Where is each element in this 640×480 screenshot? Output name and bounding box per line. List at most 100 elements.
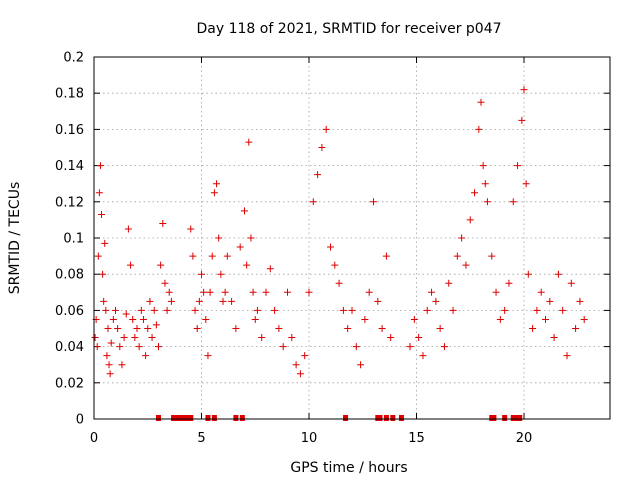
data-point xyxy=(206,288,214,296)
data-point xyxy=(159,220,167,228)
data-point xyxy=(279,343,287,351)
data-point xyxy=(514,162,522,170)
data-point xyxy=(135,343,143,351)
y-tick-label: 0.14 xyxy=(55,159,84,174)
data-point xyxy=(483,198,491,206)
data-point xyxy=(249,288,257,296)
data-point xyxy=(210,189,218,197)
data-point xyxy=(124,225,132,233)
data-point xyxy=(335,279,343,287)
data-point xyxy=(275,325,283,332)
data-point xyxy=(104,325,112,332)
data-point xyxy=(155,343,162,351)
y-tick-label: 0.1 xyxy=(63,232,84,247)
data-point xyxy=(481,180,489,188)
data-point xyxy=(488,252,496,260)
x-tick-label: 0 xyxy=(90,431,98,446)
data-point xyxy=(105,361,113,369)
data-point xyxy=(559,306,567,314)
data-point xyxy=(208,252,216,260)
data-point xyxy=(436,325,444,332)
data-point xyxy=(195,297,203,305)
data-point xyxy=(102,306,110,314)
y-tick-label: 0.06 xyxy=(55,304,84,319)
data-point xyxy=(101,239,109,247)
data-point xyxy=(466,216,474,224)
data-point xyxy=(157,261,165,269)
data-point xyxy=(198,270,205,278)
y-tick-labels: 0 0.02 0.04 0.06 0.08 0.1 0.12 0.14 0.16 0.18 0.2 xyxy=(55,51,84,428)
data-point xyxy=(152,321,160,329)
data-point xyxy=(262,288,270,296)
data-point xyxy=(576,297,584,305)
x-tick-label: 5 xyxy=(197,431,205,446)
y-tick-label: 0 xyxy=(76,413,84,428)
data-point xyxy=(99,270,107,278)
data-point xyxy=(142,352,150,360)
y-tick-label: 0.12 xyxy=(55,195,84,210)
y-tick-label: 0.18 xyxy=(55,87,84,102)
data-point xyxy=(453,252,461,260)
data-point xyxy=(193,325,201,332)
data-point xyxy=(305,288,313,296)
data-point xyxy=(331,261,339,269)
data-point xyxy=(496,315,504,323)
x-axis-label: GPS time / hours xyxy=(290,460,407,476)
zero-value-marker xyxy=(205,415,211,421)
data-point xyxy=(318,144,326,151)
data-point xyxy=(567,279,575,287)
data-point xyxy=(365,288,373,296)
data-point xyxy=(219,297,227,305)
data-point xyxy=(501,306,509,314)
data-point xyxy=(327,243,334,251)
data-point xyxy=(100,297,108,305)
data-point xyxy=(357,361,365,369)
data-point xyxy=(215,234,223,242)
data-point xyxy=(475,125,483,133)
zero-value-marker xyxy=(502,415,508,421)
y-axis-label: SRMTID / TECUs xyxy=(7,182,23,295)
zero-value-marker xyxy=(383,415,389,421)
data-point xyxy=(253,306,261,314)
data-point xyxy=(127,261,135,269)
data-point xyxy=(241,207,248,215)
y-tick-label: 0.16 xyxy=(55,123,84,138)
data-point xyxy=(296,370,304,378)
data-point xyxy=(245,138,253,146)
data-point xyxy=(374,297,382,305)
data-point xyxy=(550,334,558,342)
data-point xyxy=(148,334,156,342)
zero-value-markers xyxy=(156,415,523,421)
data-point xyxy=(339,306,347,314)
data-point xyxy=(563,352,571,360)
x-tick-label: 10 xyxy=(301,431,318,446)
data-point xyxy=(378,325,386,332)
data-point xyxy=(572,325,580,332)
zero-value-marker xyxy=(398,415,404,421)
data-point xyxy=(163,306,171,314)
data-point xyxy=(131,334,139,342)
zero-value-marker xyxy=(390,415,396,421)
data-point xyxy=(112,306,119,314)
data-point xyxy=(271,306,279,314)
data-point xyxy=(524,270,532,278)
data-point xyxy=(428,288,436,296)
data-point xyxy=(352,343,360,351)
data-point xyxy=(322,125,330,133)
data-point xyxy=(258,334,266,342)
y-tick-label: 0.2 xyxy=(63,51,84,66)
data-point xyxy=(161,279,169,287)
data-point xyxy=(129,315,137,323)
data-points xyxy=(91,86,588,378)
data-point xyxy=(95,189,103,197)
data-point xyxy=(518,116,526,124)
data-point xyxy=(509,198,517,206)
data-point xyxy=(529,325,537,332)
data-point xyxy=(247,234,255,242)
data-point xyxy=(348,306,356,314)
data-point xyxy=(122,310,130,318)
data-point xyxy=(243,261,251,269)
x-tick-label: 15 xyxy=(408,431,425,446)
